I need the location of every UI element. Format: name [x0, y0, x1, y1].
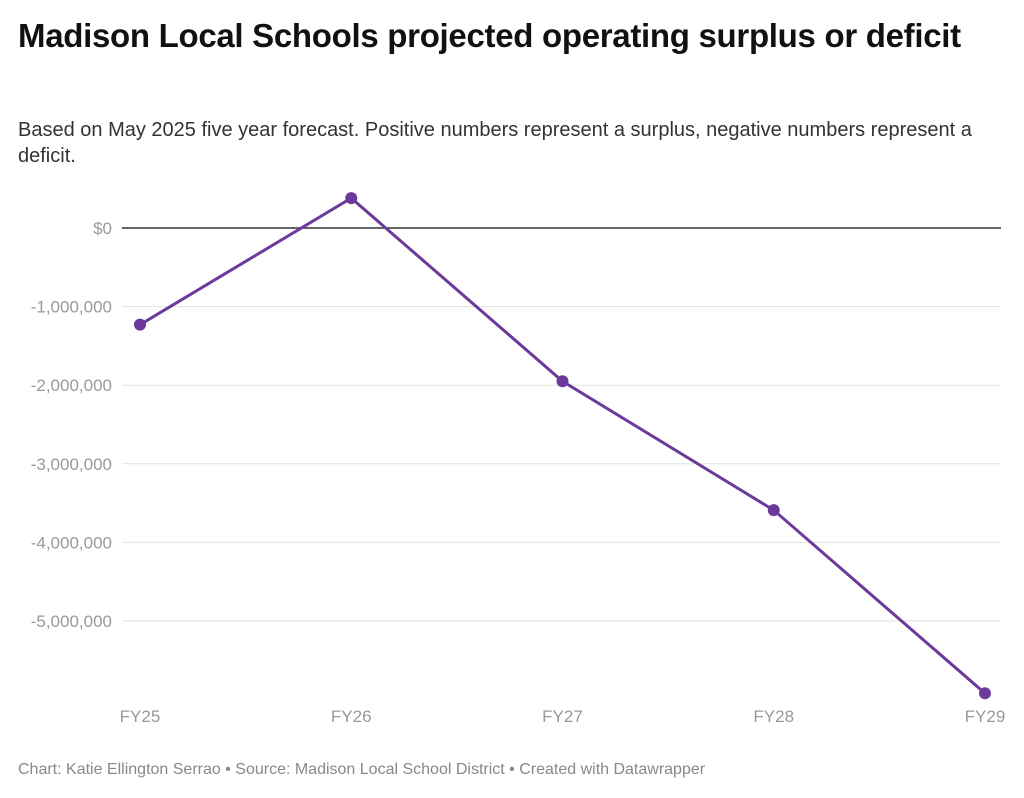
y-tick-label: -1,000,000	[31, 298, 112, 317]
y-tick-label: $0	[93, 219, 112, 238]
x-tick-label: FY27	[542, 707, 583, 726]
data-point	[556, 375, 569, 388]
x-tick-label: FY26	[331, 707, 372, 726]
chart-subtitle: Based on May 2025 five year forecast. Po…	[18, 119, 972, 167]
data-point	[134, 318, 146, 331]
y-tick-label: -2,000,000	[31, 376, 112, 395]
chart-footer: Chart: Katie Ellington Serrao • Source: …	[18, 761, 706, 778]
data-point	[767, 504, 780, 517]
y-tick-label: -3,000,000	[31, 455, 112, 474]
y-tick-label: -4,000,000	[31, 533, 112, 552]
data-point	[979, 687, 991, 700]
x-tick-label: FY25	[120, 707, 161, 726]
x-tick-label: FY29	[965, 707, 1006, 726]
data-point	[345, 192, 358, 205]
y-tick-label: -5,000,000	[31, 612, 112, 631]
chart-title: Madison Local Schools projected operatin…	[18, 17, 961, 54]
series-line	[139, 196, 986, 695]
x-tick-label: FY28	[753, 707, 794, 726]
